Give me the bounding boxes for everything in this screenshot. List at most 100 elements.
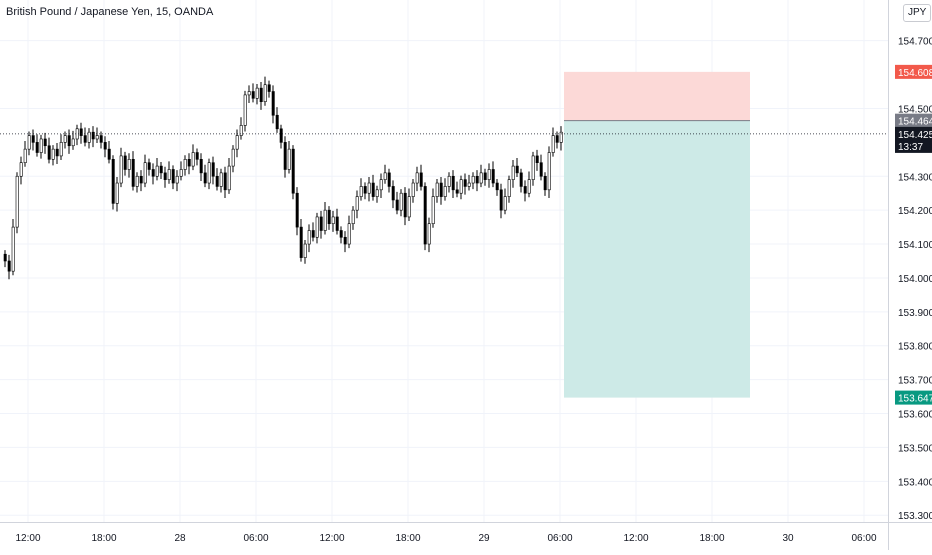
candle-body — [79, 128, 83, 136]
candle-body — [235, 135, 239, 150]
candle-body — [471, 175, 475, 184]
price-tick-label: 154.200 — [898, 206, 932, 217]
candle-body — [535, 155, 539, 164]
candle-body — [355, 196, 359, 211]
candle-body — [27, 135, 31, 150]
candle-body — [55, 148, 59, 157]
time-tick-label: 28 — [174, 533, 186, 544]
candle-body — [11, 226, 15, 272]
candle-body — [223, 172, 227, 191]
candle-body — [431, 196, 435, 225]
time-tick-label: 12:00 — [623, 533, 648, 544]
candle-body — [175, 175, 179, 184]
candle-body — [407, 196, 411, 218]
target-price-label: 153.647 — [898, 394, 932, 405]
candle-body — [243, 94, 247, 126]
price-tick-label: 153.300 — [898, 511, 932, 522]
candle-body — [315, 216, 319, 238]
candle-body — [483, 172, 487, 180]
candle-body — [247, 91, 251, 96]
stop-zone — [564, 71, 750, 121]
candle-body — [251, 91, 255, 99]
candle-body — [39, 138, 43, 153]
candle-body — [523, 186, 527, 194]
candle-body — [335, 216, 339, 231]
candle-body — [375, 189, 379, 197]
candle-body — [487, 169, 491, 180]
candle-body — [71, 138, 75, 147]
candle-body — [139, 175, 143, 184]
candle-body — [283, 142, 287, 170]
candle-body — [255, 87, 259, 99]
candle-body — [143, 162, 147, 184]
current-price-label: 154.425 — [898, 130, 932, 141]
candle-body — [155, 165, 159, 177]
time-tick-label: 30 — [782, 533, 794, 544]
time-tick-label: 29 — [478, 533, 490, 544]
price-tick-label: 153.900 — [898, 308, 932, 319]
candle-body — [115, 182, 119, 204]
price-tick-label: 153.600 — [898, 410, 932, 421]
candle-body — [15, 175, 19, 228]
candle-body — [419, 172, 423, 187]
candle-body — [131, 159, 135, 187]
candle-body — [195, 152, 199, 160]
candle-body — [451, 175, 455, 191]
candle-body — [411, 182, 415, 197]
candle-body — [319, 216, 323, 231]
price-tick-label: 153.400 — [898, 477, 932, 488]
price-tick-label: 153.500 — [898, 443, 932, 454]
price-tick-label: 154.700 — [898, 37, 932, 48]
candle-body — [423, 186, 427, 245]
candle-body — [427, 223, 431, 245]
candle-body — [51, 148, 55, 160]
price-tick-label: 154.500 — [898, 104, 932, 115]
candle-body — [507, 179, 511, 197]
currency-button[interactable]: JPY — [903, 4, 932, 22]
candle-body — [511, 165, 515, 180]
candle-body — [59, 142, 63, 157]
candle-body — [259, 87, 263, 102]
candle-body — [503, 196, 507, 211]
candle-body — [7, 260, 11, 272]
candle-body — [383, 172, 387, 180]
candle-body — [47, 145, 51, 160]
candle-body — [479, 172, 483, 184]
candle-body — [519, 172, 523, 187]
candle-body — [331, 216, 335, 225]
candle-body — [531, 155, 535, 180]
price-tick-label: 153.700 — [898, 376, 932, 387]
candle-body — [363, 186, 367, 194]
countdown-label: 13:37 — [898, 142, 923, 153]
candle-body — [67, 135, 71, 147]
candle-body — [435, 182, 439, 197]
candle-body — [455, 189, 459, 194]
candle-body — [499, 189, 503, 211]
candle-body — [515, 165, 519, 174]
time-tick-label: 06:00 — [243, 533, 268, 544]
candle-body — [271, 91, 275, 116]
candle-body — [207, 162, 211, 184]
candle-body — [231, 148, 235, 167]
candle-body — [543, 175, 547, 191]
candle-body — [191, 152, 195, 167]
candle-body — [295, 192, 299, 228]
candle-body — [291, 148, 295, 194]
candle-body — [415, 172, 419, 184]
candle-body — [239, 125, 243, 136]
candle-body — [171, 169, 175, 184]
candle-body — [555, 135, 559, 143]
time-tick-label: 18:00 — [699, 533, 724, 544]
candle-body — [215, 175, 219, 187]
candle-body — [443, 186, 447, 197]
time-tick-label: 12:00 — [319, 533, 344, 544]
candle-body — [267, 84, 271, 92]
candle-body — [459, 179, 463, 194]
candle-body — [491, 169, 495, 184]
candle-body — [287, 148, 291, 170]
candle-body — [3, 253, 7, 262]
candle-body — [495, 182, 499, 191]
candle-body — [211, 162, 215, 177]
